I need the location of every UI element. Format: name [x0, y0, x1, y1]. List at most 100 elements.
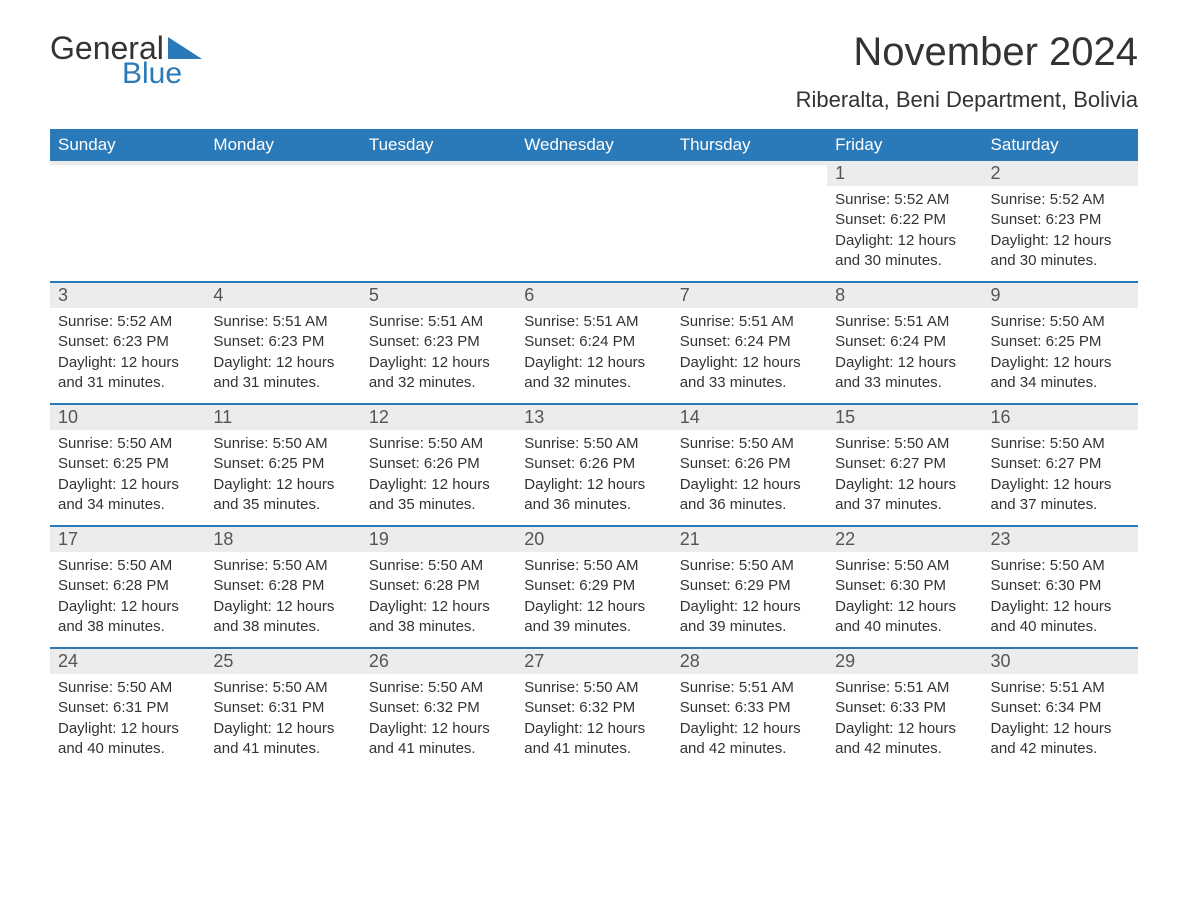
- day-body: Sunrise: 5:50 AMSunset: 6:28 PMDaylight:…: [205, 552, 360, 647]
- day-body: Sunrise: 5:50 AMSunset: 6:32 PMDaylight:…: [516, 674, 671, 769]
- day-cell: 5Sunrise: 5:51 AMSunset: 6:23 PMDaylight…: [361, 283, 516, 403]
- day-cell: 21Sunrise: 5:50 AMSunset: 6:29 PMDayligh…: [672, 527, 827, 647]
- day-cell: 1Sunrise: 5:52 AMSunset: 6:22 PMDaylight…: [827, 161, 982, 281]
- day-cell: 7Sunrise: 5:51 AMSunset: 6:24 PMDaylight…: [672, 283, 827, 403]
- day-number: 20: [516, 527, 671, 552]
- day-cell: 12Sunrise: 5:50 AMSunset: 6:26 PMDayligh…: [361, 405, 516, 525]
- day-header: Saturday: [983, 129, 1138, 161]
- day-number: 26: [361, 649, 516, 674]
- month-title: November 2024: [796, 30, 1138, 75]
- day-body: Sunrise: 5:50 AMSunset: 6:29 PMDaylight:…: [672, 552, 827, 647]
- day-cell: 4Sunrise: 5:51 AMSunset: 6:23 PMDaylight…: [205, 283, 360, 403]
- week-row: 24Sunrise: 5:50 AMSunset: 6:31 PMDayligh…: [50, 647, 1138, 769]
- day-number: 11: [205, 405, 360, 430]
- day-cell: 29Sunrise: 5:51 AMSunset: 6:33 PMDayligh…: [827, 649, 982, 769]
- day-number: 18: [205, 527, 360, 552]
- day-body: Sunrise: 5:50 AMSunset: 6:25 PMDaylight:…: [983, 308, 1138, 403]
- day-number: 5: [361, 283, 516, 308]
- logo-text-blue: Blue: [122, 57, 202, 91]
- day-number: 22: [827, 527, 982, 552]
- day-number: 3: [50, 283, 205, 308]
- day-body: Sunrise: 5:51 AMSunset: 6:24 PMDaylight:…: [672, 308, 827, 403]
- day-cell: [672, 161, 827, 281]
- day-body: Sunrise: 5:51 AMSunset: 6:23 PMDaylight:…: [205, 308, 360, 403]
- day-number: 16: [983, 405, 1138, 430]
- day-header: Monday: [205, 129, 360, 161]
- day-cell: [516, 161, 671, 281]
- day-cell: 22Sunrise: 5:50 AMSunset: 6:30 PMDayligh…: [827, 527, 982, 647]
- day-cell: 16Sunrise: 5:50 AMSunset: 6:27 PMDayligh…: [983, 405, 1138, 525]
- week-row: 17Sunrise: 5:50 AMSunset: 6:28 PMDayligh…: [50, 525, 1138, 647]
- day-body: Sunrise: 5:51 AMSunset: 6:33 PMDaylight:…: [827, 674, 982, 769]
- day-number: 21: [672, 527, 827, 552]
- day-body: Sunrise: 5:50 AMSunset: 6:30 PMDaylight:…: [983, 552, 1138, 647]
- location: Riberalta, Beni Department, Bolivia: [796, 87, 1138, 113]
- day-body: Sunrise: 5:52 AMSunset: 6:22 PMDaylight:…: [827, 186, 982, 281]
- header: General Blue November 2024 Riberalta, Be…: [50, 30, 1138, 121]
- day-cell: 2Sunrise: 5:52 AMSunset: 6:23 PMDaylight…: [983, 161, 1138, 281]
- day-cell: 24Sunrise: 5:50 AMSunset: 6:31 PMDayligh…: [50, 649, 205, 769]
- day-number: 15: [827, 405, 982, 430]
- day-body: Sunrise: 5:50 AMSunset: 6:25 PMDaylight:…: [205, 430, 360, 525]
- day-body: Sunrise: 5:50 AMSunset: 6:26 PMDaylight:…: [361, 430, 516, 525]
- day-cell: 8Sunrise: 5:51 AMSunset: 6:24 PMDaylight…: [827, 283, 982, 403]
- day-number: 8: [827, 283, 982, 308]
- day-body: Sunrise: 5:50 AMSunset: 6:25 PMDaylight:…: [50, 430, 205, 525]
- calendar: SundayMondayTuesdayWednesdayThursdayFrid…: [50, 129, 1138, 769]
- title-block: November 2024 Riberalta, Beni Department…: [796, 30, 1138, 121]
- day-number: 23: [983, 527, 1138, 552]
- day-body: Sunrise: 5:50 AMSunset: 6:26 PMDaylight:…: [672, 430, 827, 525]
- day-body: Sunrise: 5:50 AMSunset: 6:30 PMDaylight:…: [827, 552, 982, 647]
- day-number: 13: [516, 405, 671, 430]
- day-number: 2: [983, 161, 1138, 186]
- day-cell: 28Sunrise: 5:51 AMSunset: 6:33 PMDayligh…: [672, 649, 827, 769]
- day-number: 19: [361, 527, 516, 552]
- day-body: Sunrise: 5:50 AMSunset: 6:29 PMDaylight:…: [516, 552, 671, 647]
- day-body: Sunrise: 5:50 AMSunset: 6:32 PMDaylight:…: [361, 674, 516, 769]
- day-header: Tuesday: [361, 129, 516, 161]
- logo: General Blue: [50, 30, 202, 91]
- day-body: Sunrise: 5:51 AMSunset: 6:24 PMDaylight:…: [516, 308, 671, 403]
- day-cell: 11Sunrise: 5:50 AMSunset: 6:25 PMDayligh…: [205, 405, 360, 525]
- week-row: 3Sunrise: 5:52 AMSunset: 6:23 PMDaylight…: [50, 281, 1138, 403]
- day-number: 14: [672, 405, 827, 430]
- day-cell: [50, 161, 205, 281]
- day-number: 27: [516, 649, 671, 674]
- day-cell: 25Sunrise: 5:50 AMSunset: 6:31 PMDayligh…: [205, 649, 360, 769]
- day-cell: 27Sunrise: 5:50 AMSunset: 6:32 PMDayligh…: [516, 649, 671, 769]
- day-cell: 6Sunrise: 5:51 AMSunset: 6:24 PMDaylight…: [516, 283, 671, 403]
- day-cell: 10Sunrise: 5:50 AMSunset: 6:25 PMDayligh…: [50, 405, 205, 525]
- week-row: 10Sunrise: 5:50 AMSunset: 6:25 PMDayligh…: [50, 403, 1138, 525]
- day-header: Friday: [827, 129, 982, 161]
- day-body: Sunrise: 5:51 AMSunset: 6:23 PMDaylight:…: [361, 308, 516, 403]
- day-number: 17: [50, 527, 205, 552]
- day-body: Sunrise: 5:50 AMSunset: 6:27 PMDaylight:…: [983, 430, 1138, 525]
- day-body: Sunrise: 5:52 AMSunset: 6:23 PMDaylight:…: [983, 186, 1138, 281]
- day-cell: 3Sunrise: 5:52 AMSunset: 6:23 PMDaylight…: [50, 283, 205, 403]
- day-cell: [361, 161, 516, 281]
- week-row: 1Sunrise: 5:52 AMSunset: 6:22 PMDaylight…: [50, 161, 1138, 281]
- day-body: Sunrise: 5:51 AMSunset: 6:33 PMDaylight:…: [672, 674, 827, 769]
- day-body: Sunrise: 5:50 AMSunset: 6:28 PMDaylight:…: [361, 552, 516, 647]
- day-header: Thursday: [672, 129, 827, 161]
- day-header: Sunday: [50, 129, 205, 161]
- day-cell: 19Sunrise: 5:50 AMSunset: 6:28 PMDayligh…: [361, 527, 516, 647]
- day-body: Sunrise: 5:50 AMSunset: 6:28 PMDaylight:…: [50, 552, 205, 647]
- day-body: Sunrise: 5:50 AMSunset: 6:31 PMDaylight:…: [50, 674, 205, 769]
- day-body: Sunrise: 5:52 AMSunset: 6:23 PMDaylight:…: [50, 308, 205, 403]
- day-number: 6: [516, 283, 671, 308]
- day-number: 29: [827, 649, 982, 674]
- day-cell: [205, 161, 360, 281]
- day-cell: 13Sunrise: 5:50 AMSunset: 6:26 PMDayligh…: [516, 405, 671, 525]
- day-cell: 9Sunrise: 5:50 AMSunset: 6:25 PMDaylight…: [983, 283, 1138, 403]
- day-cell: 26Sunrise: 5:50 AMSunset: 6:32 PMDayligh…: [361, 649, 516, 769]
- day-body: Sunrise: 5:51 AMSunset: 6:24 PMDaylight:…: [827, 308, 982, 403]
- day-header-row: SundayMondayTuesdayWednesdayThursdayFrid…: [50, 129, 1138, 161]
- day-body: Sunrise: 5:50 AMSunset: 6:27 PMDaylight:…: [827, 430, 982, 525]
- day-body: Sunrise: 5:50 AMSunset: 6:31 PMDaylight:…: [205, 674, 360, 769]
- day-number: 1: [827, 161, 982, 186]
- day-body: Sunrise: 5:51 AMSunset: 6:34 PMDaylight:…: [983, 674, 1138, 769]
- day-cell: 14Sunrise: 5:50 AMSunset: 6:26 PMDayligh…: [672, 405, 827, 525]
- day-number: 12: [361, 405, 516, 430]
- day-number: 9: [983, 283, 1138, 308]
